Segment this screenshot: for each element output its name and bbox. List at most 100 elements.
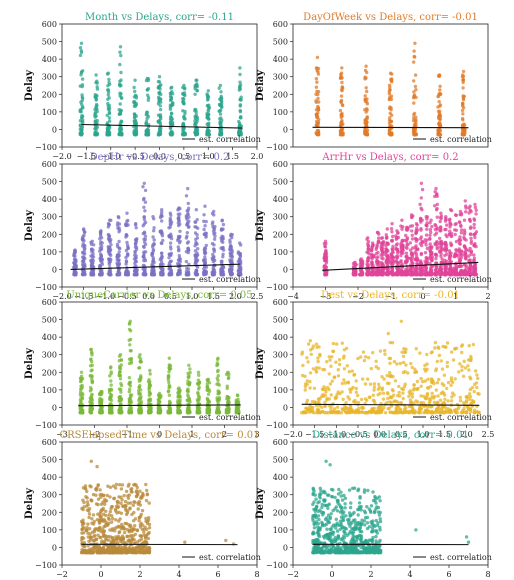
data-point bbox=[167, 256, 171, 260]
data-point bbox=[159, 83, 163, 87]
data-point bbox=[460, 108, 465, 113]
data-point bbox=[376, 268, 380, 272]
data-point bbox=[438, 219, 442, 224]
data-point bbox=[391, 249, 395, 253]
data-point bbox=[412, 49, 416, 53]
data-point bbox=[183, 109, 187, 114]
data-point bbox=[185, 209, 189, 213]
data-point bbox=[389, 106, 393, 110]
data-point bbox=[106, 93, 111, 97]
data-point bbox=[387, 118, 392, 123]
data-point bbox=[418, 237, 423, 241]
data-point bbox=[472, 269, 476, 273]
data-point bbox=[387, 129, 391, 133]
data-point bbox=[381, 257, 385, 261]
data-point bbox=[312, 386, 317, 390]
data-point bbox=[469, 241, 473, 245]
y-tick-label: 0 bbox=[283, 403, 288, 412]
y-tick-label: 600 bbox=[273, 160, 288, 169]
data-point bbox=[158, 87, 162, 91]
data-point bbox=[203, 246, 208, 250]
data-point bbox=[148, 392, 153, 396]
data-point bbox=[412, 101, 416, 105]
data-point bbox=[473, 202, 477, 207]
data-point bbox=[447, 249, 452, 253]
data-point bbox=[463, 263, 467, 267]
data-point bbox=[388, 132, 392, 136]
data-point bbox=[143, 200, 148, 204]
data-point bbox=[413, 84, 418, 89]
y-tick-label: 600 bbox=[42, 20, 57, 29]
data-point bbox=[444, 215, 448, 219]
data-point bbox=[438, 240, 443, 244]
data-point bbox=[206, 392, 211, 396]
data-point bbox=[161, 238, 165, 243]
data-point bbox=[203, 204, 207, 208]
data-point bbox=[395, 235, 399, 240]
data-point bbox=[409, 213, 414, 217]
data-point bbox=[167, 383, 171, 388]
y-tick-label: 600 bbox=[42, 160, 57, 169]
data-point bbox=[414, 239, 418, 243]
data-point bbox=[193, 130, 197, 135]
correlation-line bbox=[322, 261, 479, 271]
data-point bbox=[467, 211, 471, 215]
data-point bbox=[387, 92, 392, 96]
data-point bbox=[145, 116, 149, 121]
data-point bbox=[211, 220, 215, 224]
data-point bbox=[428, 236, 432, 241]
data-point bbox=[389, 239, 394, 243]
data-point bbox=[195, 236, 200, 240]
data-point bbox=[425, 256, 430, 260]
data-point bbox=[473, 272, 477, 277]
data-point bbox=[216, 407, 220, 411]
data-point bbox=[89, 369, 93, 373]
data-point bbox=[83, 244, 87, 248]
data-point bbox=[186, 186, 190, 191]
data-point bbox=[365, 70, 369, 75]
data-point bbox=[364, 86, 368, 90]
y-tick-label: 200 bbox=[273, 90, 288, 99]
data-point bbox=[119, 78, 123, 82]
y-tick-label: 400 bbox=[42, 55, 57, 64]
data-point bbox=[80, 77, 85, 81]
data-point bbox=[118, 377, 123, 381]
data-point bbox=[404, 259, 408, 263]
data-point bbox=[375, 244, 379, 248]
data-point bbox=[412, 79, 416, 83]
data-point bbox=[72, 254, 76, 258]
data-point bbox=[94, 73, 98, 77]
data-point bbox=[408, 241, 413, 245]
data-point bbox=[193, 225, 197, 229]
data-point bbox=[142, 273, 147, 277]
data-point bbox=[139, 396, 143, 401]
data-point bbox=[449, 251, 453, 255]
data-point bbox=[399, 224, 403, 228]
data-point bbox=[423, 238, 427, 242]
data-point bbox=[196, 391, 200, 395]
data-point bbox=[177, 219, 181, 223]
data-point bbox=[389, 227, 394, 231]
data-point bbox=[169, 247, 173, 251]
data-point bbox=[461, 112, 465, 116]
data-point bbox=[472, 253, 476, 257]
axes-frame bbox=[292, 23, 489, 148]
y-tick-label: 400 bbox=[42, 195, 57, 204]
data-point bbox=[463, 246, 467, 250]
data-point bbox=[424, 266, 429, 270]
data-point bbox=[142, 218, 147, 222]
data-point bbox=[202, 213, 206, 217]
data-point bbox=[461, 98, 466, 102]
data-point bbox=[414, 88, 418, 92]
data-point bbox=[178, 222, 182, 226]
data-point bbox=[119, 390, 123, 394]
data-point bbox=[462, 123, 467, 127]
data-point bbox=[473, 235, 477, 240]
data-point bbox=[107, 106, 112, 111]
data-point bbox=[404, 270, 408, 274]
data-point bbox=[134, 222, 138, 226]
data-point bbox=[424, 215, 428, 219]
data-point bbox=[411, 261, 415, 266]
data-point bbox=[117, 258, 121, 263]
data-point bbox=[464, 273, 468, 277]
